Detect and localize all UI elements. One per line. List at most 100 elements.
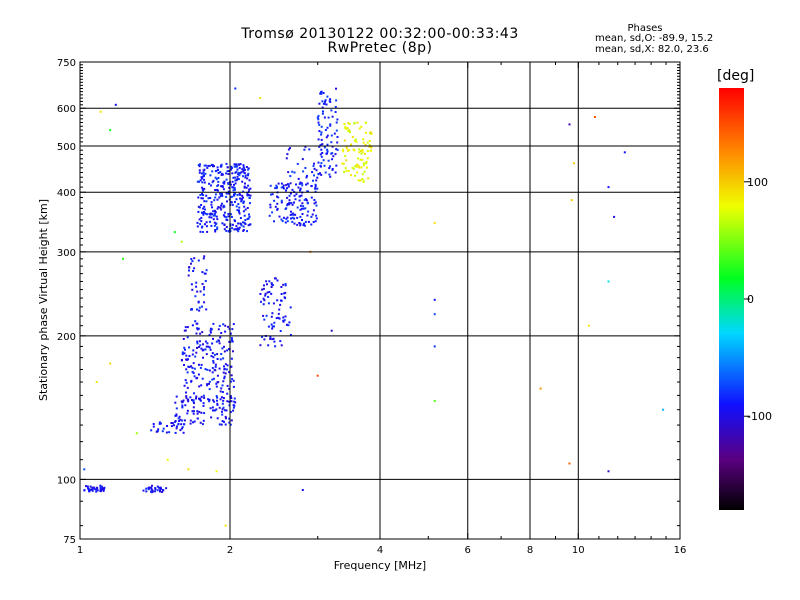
data-point [190, 379, 193, 382]
data-point [228, 387, 231, 390]
data-point [308, 148, 311, 151]
data-point [320, 138, 323, 141]
data-point [229, 395, 232, 398]
data-point [238, 226, 241, 229]
data-point [95, 490, 98, 493]
data-point [331, 152, 334, 155]
data-point [289, 213, 292, 216]
data-point [181, 406, 184, 409]
data-point [221, 410, 223, 413]
data-point [184, 404, 187, 407]
data-point [210, 224, 213, 227]
data-point [347, 122, 350, 125]
data-point [221, 408, 224, 411]
data-point [336, 136, 339, 138]
data-point [215, 222, 218, 225]
data-point [276, 207, 279, 210]
data-point [162, 489, 165, 492]
data-point [196, 412, 199, 415]
data-point [202, 419, 205, 422]
data-point [343, 139, 346, 142]
data-point [247, 217, 250, 220]
data-point [192, 372, 195, 375]
data-point [172, 424, 175, 427]
data-point [234, 176, 236, 179]
data-point [326, 152, 328, 155]
data-point [233, 404, 236, 407]
data-point [279, 330, 282, 332]
data-point [221, 413, 224, 416]
data-point [229, 332, 232, 335]
data-point [607, 186, 610, 189]
data-point [212, 214, 215, 217]
data-point [263, 284, 265, 287]
data-point [214, 363, 217, 366]
data-point [311, 171, 314, 174]
data-point [232, 379, 235, 382]
data-point [201, 181, 204, 184]
data-point [211, 164, 214, 167]
data-point [357, 179, 360, 182]
data-point [151, 484, 153, 487]
data-point [173, 231, 176, 234]
data-point [180, 400, 183, 403]
data-point [217, 180, 220, 183]
data-point [183, 364, 185, 366]
data-point [334, 153, 337, 156]
y-tick-label: 200 [57, 332, 76, 343]
data-point [274, 277, 277, 280]
data-point [230, 397, 233, 399]
data-point [216, 403, 219, 406]
data-point [208, 398, 211, 401]
data-point [200, 347, 203, 350]
data-point [270, 286, 273, 288]
data-point [306, 174, 308, 177]
data-point [274, 187, 277, 190]
data-point [271, 193, 274, 196]
data-point [242, 196, 244, 199]
data-point [329, 98, 332, 101]
data-point [276, 202, 279, 205]
data-point [221, 202, 223, 205]
data-point [335, 129, 338, 132]
data-point [242, 202, 245, 205]
data-point [267, 295, 270, 298]
data-point [370, 132, 373, 135]
data-point [213, 209, 216, 212]
data-point [203, 412, 206, 415]
data-point [185, 368, 188, 371]
data-point [227, 173, 230, 175]
data-point [244, 182, 246, 185]
data-point [223, 375, 226, 378]
data-point [211, 213, 214, 216]
data-point [230, 400, 233, 403]
colorbar-tick-label: -100 [747, 410, 772, 423]
data-point [316, 374, 319, 377]
data-point [312, 221, 315, 223]
data-point [296, 216, 299, 219]
y-tick-label: 75 [63, 535, 76, 546]
data-point [358, 151, 361, 154]
data-point [369, 131, 372, 134]
data-point [225, 368, 228, 371]
data-point [607, 280, 610, 283]
data-point [318, 102, 321, 105]
data-point [323, 146, 326, 149]
chart-subtitle: RwPretec (8p) [327, 40, 433, 56]
data-point [343, 170, 345, 173]
data-point [205, 194, 208, 197]
data-point [220, 173, 223, 176]
data-point [236, 168, 239, 171]
data-point [196, 346, 198, 349]
data-point [570, 199, 573, 202]
data-point [184, 379, 187, 382]
data-point [320, 173, 323, 176]
data-point [277, 316, 280, 319]
data-point [218, 196, 221, 199]
data-point [227, 183, 230, 185]
data-point [284, 221, 287, 224]
data-point [324, 129, 327, 131]
data-point [235, 178, 238, 181]
data-point [275, 184, 278, 187]
data-point [368, 145, 371, 148]
